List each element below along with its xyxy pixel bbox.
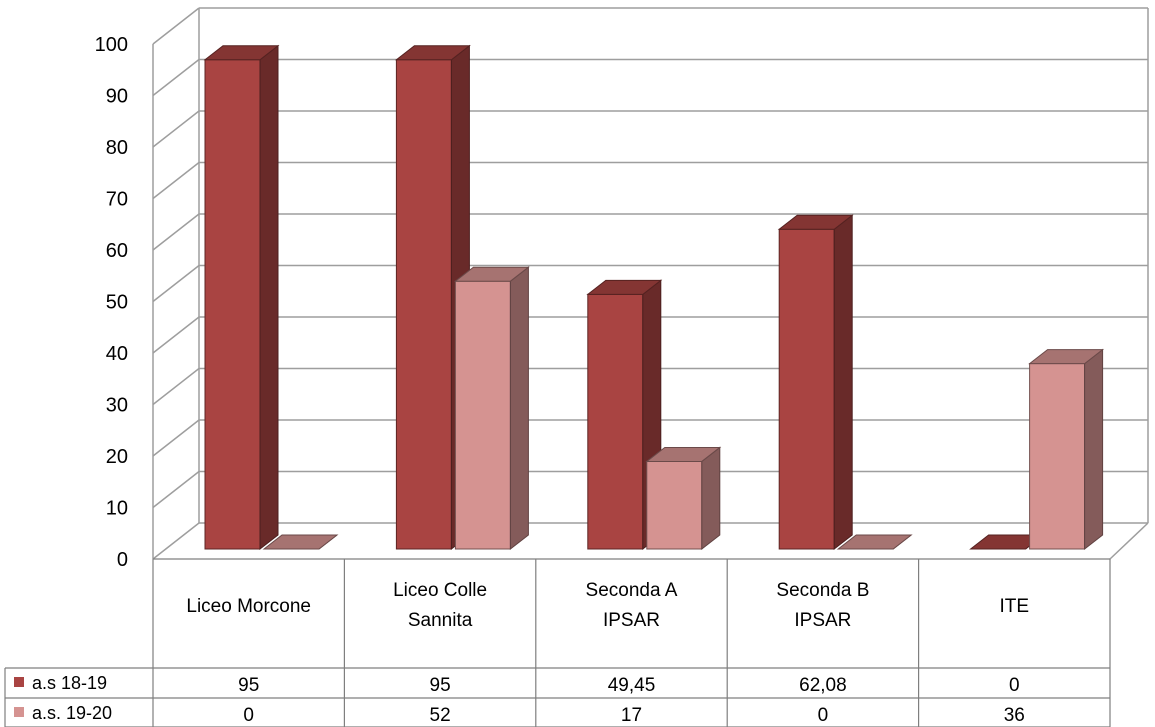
data-value-label: 95 [238, 675, 259, 696]
y-tick-label: 60 [106, 240, 128, 262]
legend-label: a.s 18-19 [32, 673, 107, 693]
gridline-side [152, 110, 200, 148]
gridline-side [152, 213, 200, 251]
bar-side [1084, 348, 1104, 551]
bar-front [395, 59, 452, 550]
y-tick-label: 20 [106, 446, 128, 468]
gridline-side [152, 316, 200, 354]
data-value-label: 36 [1004, 705, 1025, 726]
category-label: IPSAR [794, 610, 851, 631]
bar-top [836, 534, 913, 550]
data-value-label: 49,45 [608, 675, 656, 696]
legend-swatch [14, 707, 24, 717]
gridline-side [152, 367, 200, 406]
category-label: ITE [1000, 596, 1030, 617]
bar-top [453, 266, 530, 282]
bar-top [777, 214, 854, 230]
y-tick-label: 0 [117, 549, 128, 571]
gridline-side [152, 161, 200, 200]
bar-top [203, 45, 280, 61]
category-label: Seconda B [776, 580, 869, 601]
y-tick-label: 90 [106, 86, 128, 108]
legend-label: a.s. 19-20 [32, 703, 112, 723]
data-value-label: 52 [430, 705, 451, 726]
gridline-side [152, 7, 200, 45]
category-label: IPSAR [603, 610, 660, 631]
bar-front [204, 59, 261, 550]
gridline-side [152, 522, 200, 560]
bar-front [646, 460, 703, 550]
data-value-label: 0 [818, 705, 829, 726]
bar-front [454, 280, 511, 550]
y-tick-label: 10 [106, 498, 128, 520]
bar-top [394, 45, 471, 61]
floor-right-edge [1109, 522, 1149, 560]
category-label: Liceo Morcone [186, 596, 311, 617]
y-tick-label: 30 [106, 395, 128, 417]
data-value-label: 0 [243, 705, 254, 726]
bar-side [833, 214, 853, 551]
gridline-side [152, 264, 200, 303]
bar-top [1028, 349, 1105, 365]
bar-front [587, 293, 644, 550]
y-tick-label: 100 [95, 34, 128, 56]
data-value-label: 0 [1009, 675, 1020, 696]
bar-side [701, 446, 721, 551]
category-label: Seconda A [586, 580, 678, 601]
category-label: Sannita [408, 610, 473, 631]
legend-swatch [14, 677, 24, 687]
data-value-label: 17 [621, 705, 642, 726]
data-value-label: 62,08 [799, 675, 847, 696]
bar-top [645, 446, 722, 462]
bar-top [586, 279, 663, 295]
gridline-side [152, 419, 200, 457]
y-tick-label: 80 [106, 137, 128, 159]
gridline-side [152, 470, 200, 509]
y-tick-label: 70 [106, 189, 128, 211]
bar-side [259, 44, 279, 551]
category-label: Liceo Colle [393, 580, 487, 601]
y-tick-label: 40 [106, 343, 128, 365]
bar-side [509, 266, 529, 551]
bar-front [1029, 363, 1086, 550]
y-tick-label: 50 [106, 292, 128, 314]
bar-front [778, 228, 835, 550]
bar-top [262, 534, 339, 550]
gridline-side [152, 58, 200, 97]
data-value-label: 95 [430, 675, 451, 696]
